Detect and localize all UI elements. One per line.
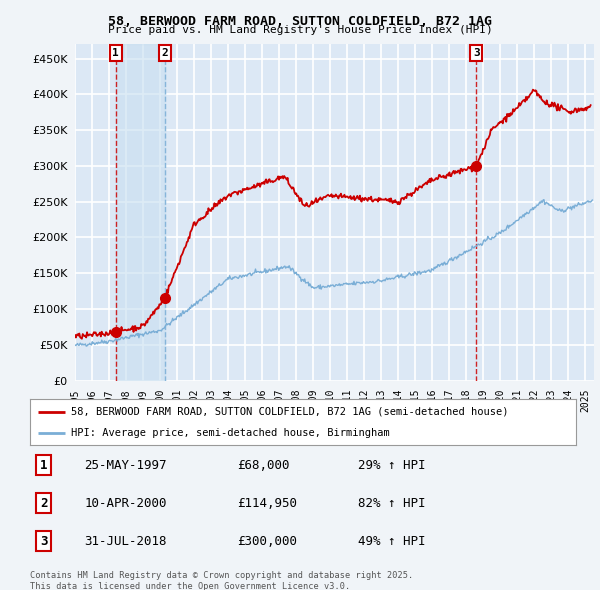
Text: 58, BERWOOD FARM ROAD, SUTTON COLDFIELD, B72 1AG (semi-detached house): 58, BERWOOD FARM ROAD, SUTTON COLDFIELD,… <box>71 407 508 417</box>
Text: HPI: Average price, semi-detached house, Birmingham: HPI: Average price, semi-detached house,… <box>71 428 390 438</box>
Text: Contains HM Land Registry data © Crown copyright and database right 2025.
This d: Contains HM Land Registry data © Crown c… <box>30 571 413 590</box>
Text: 10-APR-2000: 10-APR-2000 <box>85 497 167 510</box>
Text: 1: 1 <box>112 48 119 58</box>
Text: 58, BERWOOD FARM ROAD, SUTTON COLDFIELD, B72 1AG: 58, BERWOOD FARM ROAD, SUTTON COLDFIELD,… <box>108 15 492 28</box>
Text: 25-MAY-1997: 25-MAY-1997 <box>85 458 167 471</box>
Text: 2: 2 <box>161 48 168 58</box>
Text: 82% ↑ HPI: 82% ↑ HPI <box>358 497 425 510</box>
Text: £68,000: £68,000 <box>238 458 290 471</box>
Text: 2: 2 <box>40 497 47 510</box>
Text: 29% ↑ HPI: 29% ↑ HPI <box>358 458 425 471</box>
Text: 31-JUL-2018: 31-JUL-2018 <box>85 535 167 548</box>
Text: 3: 3 <box>473 48 479 58</box>
Text: £300,000: £300,000 <box>238 535 298 548</box>
Text: 3: 3 <box>40 535 47 548</box>
Bar <box>116 44 164 381</box>
Text: £114,950: £114,950 <box>238 497 298 510</box>
Text: Price paid vs. HM Land Registry's House Price Index (HPI): Price paid vs. HM Land Registry's House … <box>107 25 493 35</box>
Text: 1: 1 <box>40 458 47 471</box>
Text: 49% ↑ HPI: 49% ↑ HPI <box>358 535 425 548</box>
